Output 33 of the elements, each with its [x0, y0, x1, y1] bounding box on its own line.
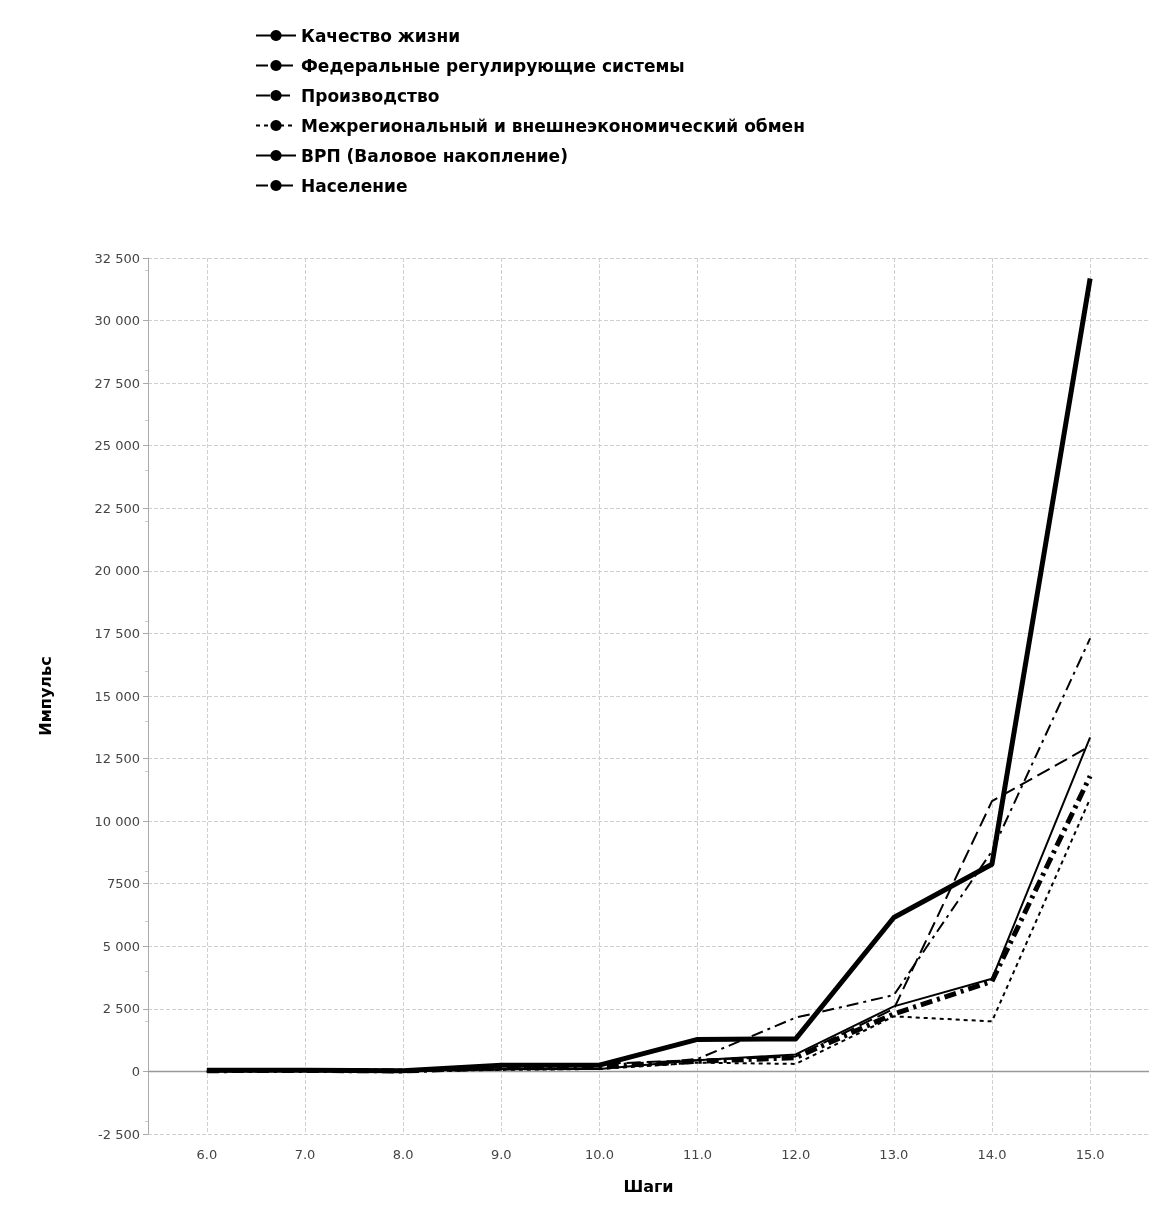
legend-label: ВРП (Валовое накопление): [301, 145, 568, 166]
x-tick-label: 13.0: [879, 1147, 909, 1162]
y-tick-label: 32 500: [94, 250, 140, 266]
y-tick-label: 25 000: [94, 438, 140, 454]
y-tick-label: 12 500: [94, 751, 140, 767]
y-tick-label: 5 000: [102, 938, 140, 954]
y-tick-label: 10 000: [94, 813, 140, 829]
y-tick-label: -2 500: [98, 1126, 140, 1142]
legend-label: Производство: [301, 85, 440, 106]
legend-label: Население: [301, 175, 408, 196]
y-tick-label: 0: [131, 1063, 140, 1079]
y-tick-label: 30 000: [94, 313, 140, 329]
y-tick-label: 7500: [106, 876, 140, 892]
y-axis-title: Импульс: [35, 656, 55, 736]
x-tick-label: 9.0: [490, 1147, 512, 1162]
x-tick-label: 7.0: [294, 1147, 316, 1162]
legend-label: Качество жизни: [301, 25, 461, 46]
x-axis-title: Шаги: [623, 1176, 674, 1196]
y-tick-label: 17 500: [94, 625, 140, 641]
legend-label: Межрегиональный и внешнеэкономический обмен: [301, 115, 805, 136]
x-tick-label: 6.0: [196, 1147, 218, 1162]
x-tick-label: 12.0: [781, 1147, 811, 1162]
x-tick-label: 10.0: [584, 1147, 614, 1162]
y-tick-label: 20 000: [94, 563, 140, 579]
y-tick-label: 15 000: [94, 688, 140, 704]
x-tick-label: 15.0: [1075, 1147, 1105, 1162]
x-tick-label: 14.0: [977, 1147, 1007, 1162]
y-tick-label: 22 500: [94, 500, 140, 516]
legend-label: Федеральные регулирующие системы: [301, 55, 685, 76]
y-tick-label: 2 500: [102, 1001, 140, 1017]
y-tick-label: 27 500: [94, 375, 140, 391]
x-tick-label: 8.0: [392, 1147, 414, 1162]
x-tick-label: 11.0: [683, 1147, 713, 1162]
